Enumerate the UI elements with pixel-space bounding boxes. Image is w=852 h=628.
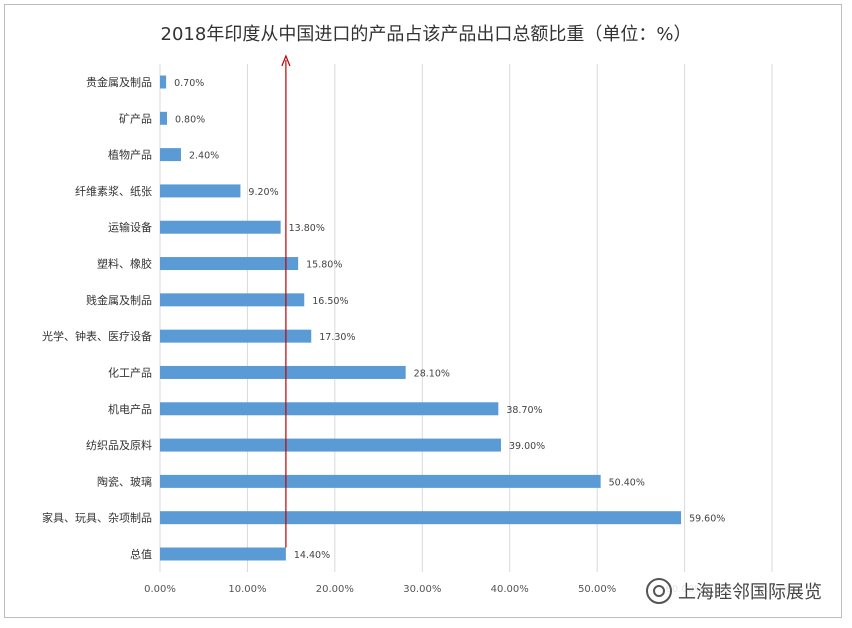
data-label: 39.00% — [509, 441, 545, 452]
category-label: 化工产品 — [108, 365, 152, 379]
data-label: 0.80% — [175, 114, 205, 125]
bar — [160, 111, 167, 125]
category-label: 塑料、橡胶 — [97, 257, 152, 271]
data-label: 38.70% — [506, 405, 542, 416]
data-label: 28.10% — [414, 368, 450, 379]
category-label: 贵金属及制品 — [86, 75, 152, 89]
chart-title: 2018年印度从中国进口的产品占该产品出口总额比重（单位：%） — [160, 24, 692, 45]
category-label: 纺织品及原料 — [86, 438, 152, 452]
category-label: 机电产品 — [108, 402, 152, 416]
reference-arrowhead — [281, 54, 291, 67]
x-tick-label: 40.00% — [491, 584, 529, 595]
x-tick-label: 10.00% — [228, 584, 266, 595]
data-label: 14.40% — [294, 550, 330, 561]
bar — [160, 547, 286, 561]
x-tick-label: 50.00% — [578, 584, 616, 595]
x-tick-label: 0.00% — [144, 584, 176, 595]
bar — [160, 220, 281, 234]
category-label: 运输设备 — [108, 220, 152, 234]
bar — [160, 474, 601, 488]
data-label: 15.80% — [306, 260, 342, 271]
bar — [160, 329, 312, 343]
bar — [160, 402, 499, 416]
data-label: 2.40% — [189, 151, 219, 162]
bar — [160, 438, 501, 452]
bar — [160, 75, 167, 89]
x-tick-label: 20.00% — [316, 584, 354, 595]
bar — [160, 293, 305, 307]
category-label: 矿产品 — [119, 111, 152, 125]
category-label: 光学、钟表、医疗设备 — [42, 329, 152, 343]
wechat-icon — [646, 578, 672, 604]
category-label: 总值 — [130, 547, 152, 561]
x-tick-label: 30.00% — [403, 584, 441, 595]
category-label: 陶瓷、玻璃 — [97, 474, 152, 488]
data-label: 9.20% — [248, 187, 278, 198]
data-label: 0.70% — [174, 78, 204, 89]
category-label: 植物产品 — [108, 148, 152, 162]
data-label: 50.40% — [609, 477, 645, 488]
bar — [160, 148, 181, 162]
bar — [160, 184, 241, 198]
watermark-text: 上海睦邻国际展览 — [678, 582, 822, 603]
category-label: 纤维素浆、纸张 — [75, 184, 152, 198]
data-label: 13.80% — [289, 223, 325, 234]
data-label: 16.50% — [312, 296, 348, 307]
bar — [160, 365, 406, 379]
bar — [160, 511, 682, 525]
category-label: 贱金属及制品 — [86, 293, 152, 307]
category-label: 家具、玩具、杂项制品 — [42, 511, 152, 525]
data-label: 59.60% — [689, 514, 725, 525]
watermark: 上海睦邻国际展览 — [640, 576, 828, 606]
data-label: 17.30% — [319, 332, 355, 343]
bar — [160, 257, 299, 271]
